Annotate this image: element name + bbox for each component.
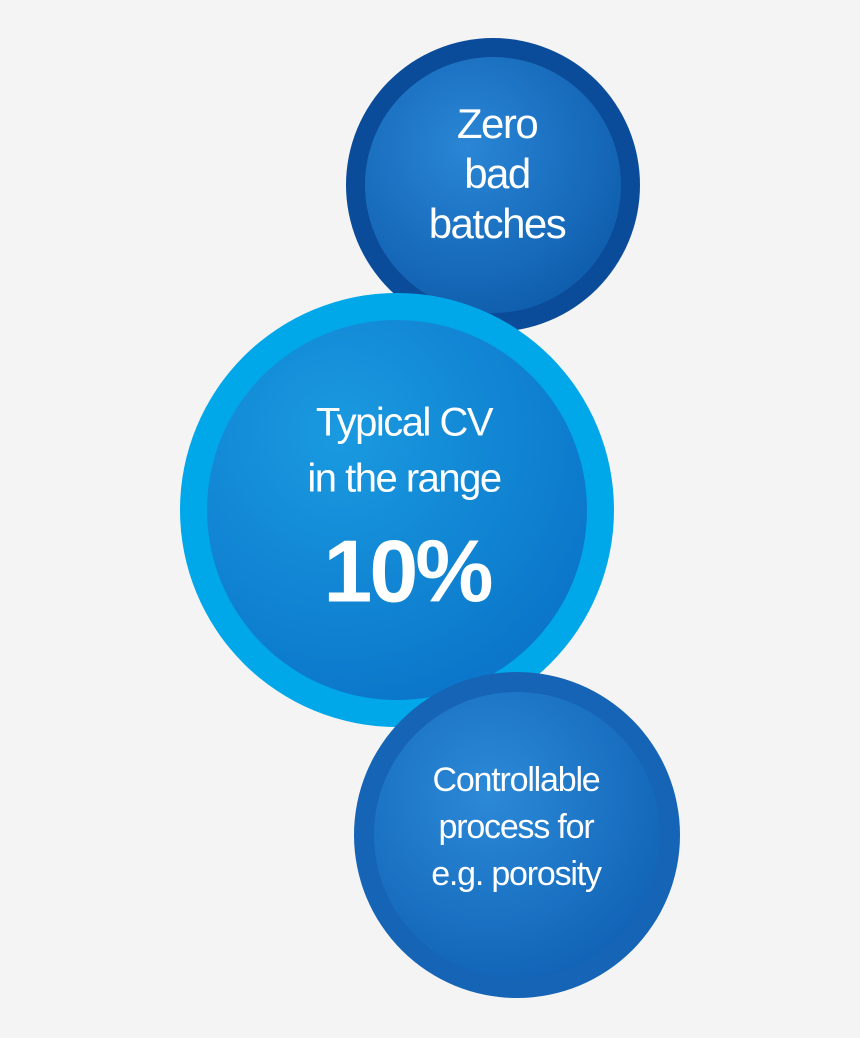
circle-text: Typical CV: [316, 401, 494, 445]
circle-text: in the range: [307, 457, 501, 501]
circle-zero-bad-batches: Zero bad batches: [346, 38, 640, 332]
circle-typical-cv: Typical CV in the range 10%: [180, 293, 614, 727]
circle-text: process for: [439, 808, 595, 846]
circle-inner: [207, 320, 587, 700]
circle-text: batches: [429, 200, 566, 247]
circle-controllable-process: Controllable process for e.g. porosity: [354, 672, 680, 998]
circle-inner: [374, 692, 660, 978]
circle-text: bad: [464, 150, 530, 197]
circle-text: Controllable: [432, 761, 599, 799]
highlight-value: 10%: [323, 521, 491, 620]
circle-text: Zero: [457, 100, 538, 147]
circle-inner: [365, 57, 621, 313]
circle-text: e.g. porosity: [431, 855, 602, 893]
